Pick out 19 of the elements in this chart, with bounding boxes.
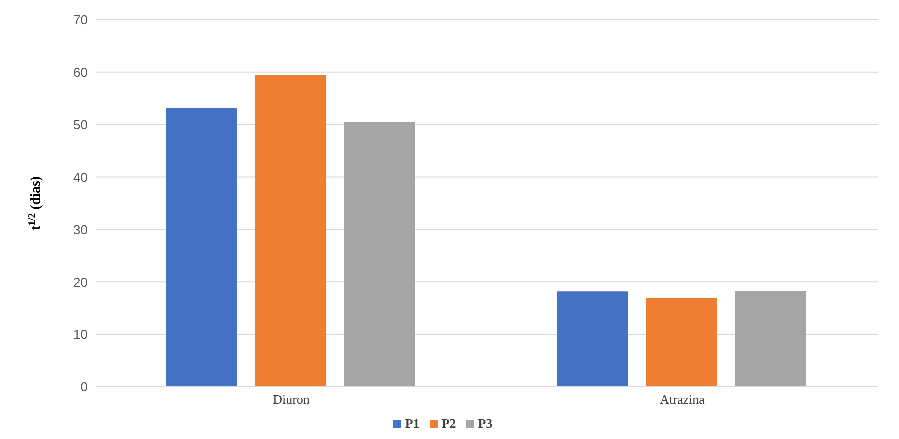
y-tick-label: 10 (74, 327, 88, 342)
y-tick-label: 30 (74, 222, 88, 238)
bar (166, 108, 238, 387)
x-tick-label: Atrazina (660, 392, 706, 408)
bar (344, 122, 416, 387)
y-tick-label: 60 (74, 65, 88, 80)
y-tick-label: 0 (80, 380, 88, 395)
legend-label: P2 (442, 416, 456, 431)
legend-label: P1 (405, 416, 420, 431)
bar (735, 291, 806, 387)
bar (557, 292, 628, 387)
x-tick-label: Diuron (273, 392, 310, 408)
y-tick-label: 50 (74, 117, 88, 132)
legend-label: P3 (478, 416, 493, 431)
bar (255, 75, 326, 387)
bar (646, 298, 718, 387)
y-tick-label: 20 (74, 274, 88, 290)
y-tick-label: 40 (74, 170, 88, 185)
y-tick-label: 70 (74, 12, 88, 28)
